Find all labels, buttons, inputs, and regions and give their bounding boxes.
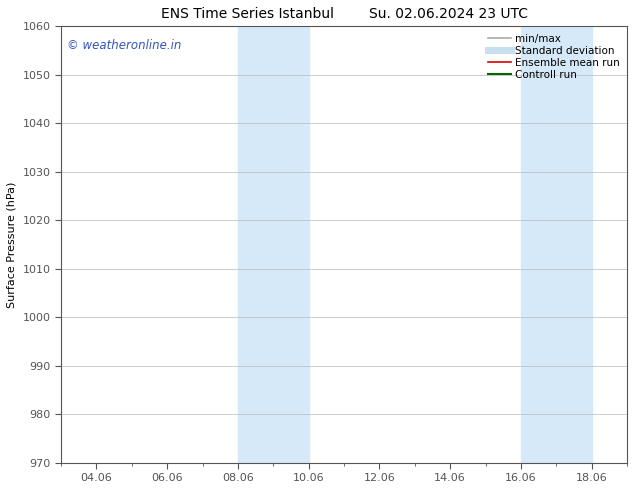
Text: © weatheronline.in: © weatheronline.in xyxy=(67,39,181,52)
Legend: min/max, Standard deviation, Ensemble mean run, Controll run: min/max, Standard deviation, Ensemble me… xyxy=(486,31,622,82)
Bar xyxy=(521,26,592,463)
Title: ENS Time Series Istanbul        Su. 02.06.2024 23 UTC: ENS Time Series Istanbul Su. 02.06.2024 … xyxy=(160,7,527,21)
Bar xyxy=(238,26,309,463)
Y-axis label: Surface Pressure (hPa): Surface Pressure (hPa) xyxy=(7,181,17,308)
